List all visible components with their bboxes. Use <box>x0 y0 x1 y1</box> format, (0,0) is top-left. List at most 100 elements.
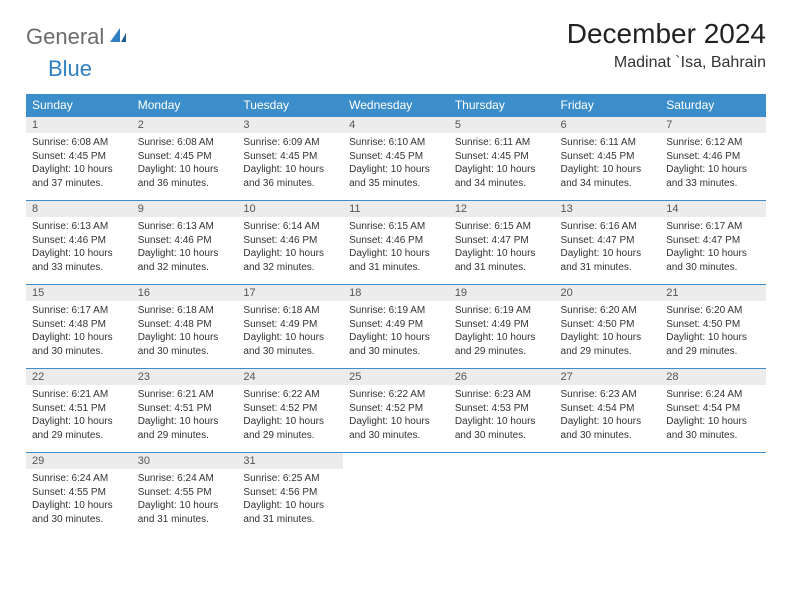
daylight-text: Daylight: 10 hours and 31 minutes. <box>455 247 549 274</box>
day-details: Sunrise: 6:19 AMSunset: 4:49 PMDaylight:… <box>343 301 449 368</box>
sunrise-text: Sunrise: 6:08 AM <box>32 136 126 150</box>
sunrise-text: Sunrise: 6:17 AM <box>32 304 126 318</box>
sunrise-text: Sunrise: 6:08 AM <box>138 136 232 150</box>
day-number: 9 <box>132 201 238 217</box>
sunrise-text: Sunrise: 6:23 AM <box>561 388 655 402</box>
day-details: Sunrise: 6:22 AMSunset: 4:52 PMDaylight:… <box>343 385 449 452</box>
sunrise-text: Sunrise: 6:19 AM <box>349 304 443 318</box>
day-number: 21 <box>660 285 766 301</box>
day-details: Sunrise: 6:23 AMSunset: 4:54 PMDaylight:… <box>555 385 661 452</box>
sunset-text: Sunset: 4:45 PM <box>32 150 126 164</box>
calendar-cell: 25Sunrise: 6:22 AMSunset: 4:52 PMDayligh… <box>343 369 449 453</box>
day-number: 6 <box>555 117 661 133</box>
sunset-text: Sunset: 4:47 PM <box>561 234 655 248</box>
day-details: Sunrise: 6:19 AMSunset: 4:49 PMDaylight:… <box>449 301 555 368</box>
day-details: Sunrise: 6:17 AMSunset: 4:47 PMDaylight:… <box>660 217 766 284</box>
sunrise-text: Sunrise: 6:15 AM <box>455 220 549 234</box>
daylight-text: Daylight: 10 hours and 31 minutes. <box>138 499 232 526</box>
sunrise-text: Sunrise: 6:11 AM <box>455 136 549 150</box>
calendar-cell-empty <box>343 453 449 537</box>
day-details: Sunrise: 6:09 AMSunset: 4:45 PMDaylight:… <box>237 133 343 200</box>
day-details: Sunrise: 6:24 AMSunset: 4:55 PMDaylight:… <box>26 469 132 536</box>
calendar-cell: 3Sunrise: 6:09 AMSunset: 4:45 PMDaylight… <box>237 117 343 201</box>
calendar-cell: 20Sunrise: 6:20 AMSunset: 4:50 PMDayligh… <box>555 285 661 369</box>
calendar-cell-empty <box>449 453 555 537</box>
daylight-text: Daylight: 10 hours and 29 minutes. <box>138 415 232 442</box>
sunset-text: Sunset: 4:46 PM <box>349 234 443 248</box>
daylight-text: Daylight: 10 hours and 32 minutes. <box>138 247 232 274</box>
sunset-text: Sunset: 4:49 PM <box>349 318 443 332</box>
daylight-text: Daylight: 10 hours and 30 minutes. <box>666 415 760 442</box>
calendar-cell: 6Sunrise: 6:11 AMSunset: 4:45 PMDaylight… <box>555 117 661 201</box>
calendar-cell: 27Sunrise: 6:23 AMSunset: 4:54 PMDayligh… <box>555 369 661 453</box>
sunrise-text: Sunrise: 6:20 AM <box>561 304 655 318</box>
day-number: 29 <box>26 453 132 469</box>
sunset-text: Sunset: 4:51 PM <box>138 402 232 416</box>
calendar-row: 15Sunrise: 6:17 AMSunset: 4:48 PMDayligh… <box>26 285 766 369</box>
sunset-text: Sunset: 4:50 PM <box>561 318 655 332</box>
calendar-cell-empty <box>555 453 661 537</box>
calendar-cell: 1Sunrise: 6:08 AMSunset: 4:45 PMDaylight… <box>26 117 132 201</box>
day-number: 14 <box>660 201 766 217</box>
day-number: 4 <box>343 117 449 133</box>
day-number: 19 <box>449 285 555 301</box>
daylight-text: Daylight: 10 hours and 29 minutes. <box>666 331 760 358</box>
sunset-text: Sunset: 4:54 PM <box>666 402 760 416</box>
day-number: 27 <box>555 369 661 385</box>
sunrise-text: Sunrise: 6:22 AM <box>349 388 443 402</box>
sunset-text: Sunset: 4:46 PM <box>243 234 337 248</box>
calendar-cell: 10Sunrise: 6:14 AMSunset: 4:46 PMDayligh… <box>237 201 343 285</box>
daylight-text: Daylight: 10 hours and 32 minutes. <box>243 247 337 274</box>
sunrise-text: Sunrise: 6:17 AM <box>666 220 760 234</box>
calendar-cell: 18Sunrise: 6:19 AMSunset: 4:49 PMDayligh… <box>343 285 449 369</box>
sunset-text: Sunset: 4:50 PM <box>666 318 760 332</box>
location: Madinat `Isa, Bahrain <box>567 54 766 72</box>
daylight-text: Daylight: 10 hours and 30 minutes. <box>32 499 126 526</box>
daylight-text: Daylight: 10 hours and 31 minutes. <box>349 247 443 274</box>
day-number: 18 <box>343 285 449 301</box>
daylight-text: Daylight: 10 hours and 31 minutes. <box>561 247 655 274</box>
weekday-header: Tuesday <box>237 94 343 117</box>
sunrise-text: Sunrise: 6:13 AM <box>32 220 126 234</box>
calendar-cell: 17Sunrise: 6:18 AMSunset: 4:49 PMDayligh… <box>237 285 343 369</box>
day-number: 8 <box>26 201 132 217</box>
calendar-cell: 2Sunrise: 6:08 AMSunset: 4:45 PMDaylight… <box>132 117 238 201</box>
sunset-text: Sunset: 4:55 PM <box>32 486 126 500</box>
calendar-cell: 24Sunrise: 6:22 AMSunset: 4:52 PMDayligh… <box>237 369 343 453</box>
daylight-text: Daylight: 10 hours and 34 minutes. <box>561 163 655 190</box>
calendar-cell: 11Sunrise: 6:15 AMSunset: 4:46 PMDayligh… <box>343 201 449 285</box>
day-number: 30 <box>132 453 238 469</box>
day-details: Sunrise: 6:15 AMSunset: 4:46 PMDaylight:… <box>343 217 449 284</box>
calendar-cell: 31Sunrise: 6:25 AMSunset: 4:56 PMDayligh… <box>237 453 343 537</box>
sunset-text: Sunset: 4:45 PM <box>138 150 232 164</box>
sunset-text: Sunset: 4:46 PM <box>666 150 760 164</box>
day-number: 17 <box>237 285 343 301</box>
day-number: 1 <box>26 117 132 133</box>
day-number: 13 <box>555 201 661 217</box>
calendar-row: 1Sunrise: 6:08 AMSunset: 4:45 PMDaylight… <box>26 117 766 201</box>
sunset-text: Sunset: 4:45 PM <box>349 150 443 164</box>
daylight-text: Daylight: 10 hours and 30 minutes. <box>349 415 443 442</box>
daylight-text: Daylight: 10 hours and 29 minutes. <box>32 415 126 442</box>
logo: General <box>26 24 130 50</box>
calendar-cell: 16Sunrise: 6:18 AMSunset: 4:48 PMDayligh… <box>132 285 238 369</box>
sunrise-text: Sunrise: 6:21 AM <box>138 388 232 402</box>
calendar-cell: 13Sunrise: 6:16 AMSunset: 4:47 PMDayligh… <box>555 201 661 285</box>
day-number: 16 <box>132 285 238 301</box>
day-details: Sunrise: 6:14 AMSunset: 4:46 PMDaylight:… <box>237 217 343 284</box>
sunrise-text: Sunrise: 6:20 AM <box>666 304 760 318</box>
day-details: Sunrise: 6:20 AMSunset: 4:50 PMDaylight:… <box>555 301 661 368</box>
day-details: Sunrise: 6:24 AMSunset: 4:55 PMDaylight:… <box>132 469 238 536</box>
daylight-text: Daylight: 10 hours and 34 minutes. <box>455 163 549 190</box>
calendar-cell: 21 Sunrise: 6:20 AMSunset: 4:50 PMDayligh… <box>660 285 766 369</box>
day-details: Sunrise: 6:17 AMSunset: 4:48 PMDaylight:… <box>26 301 132 368</box>
calendar-cell: 9Sunrise: 6:13 AMSunset: 4:46 PMDaylight… <box>132 201 238 285</box>
day-number: 26 <box>449 369 555 385</box>
logo-sail-icon <box>108 26 128 49</box>
daylight-text: Daylight: 10 hours and 30 minutes. <box>138 331 232 358</box>
day-number: 22 <box>26 369 132 385</box>
sunset-text: Sunset: 4:52 PM <box>349 402 443 416</box>
day-details: Sunrise: 6:23 AMSunset: 4:53 PMDaylight:… <box>449 385 555 452</box>
day-number: 11 <box>343 201 449 217</box>
sunset-text: Sunset: 4:45 PM <box>243 150 337 164</box>
